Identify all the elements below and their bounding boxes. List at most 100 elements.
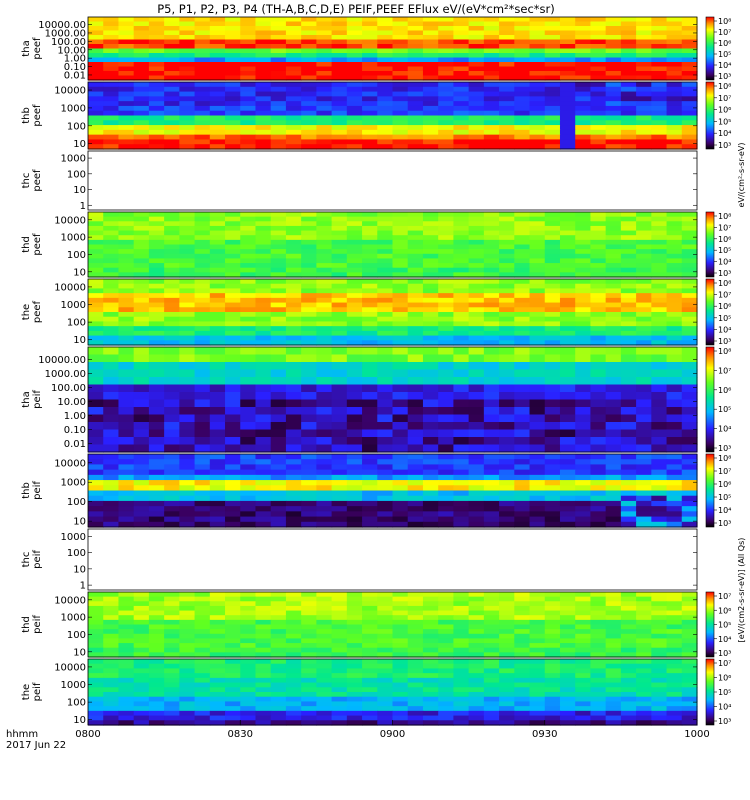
spectrogram-cell (590, 235, 607, 241)
spectrogram-cell (118, 297, 135, 304)
spectrogram-cell (392, 619, 409, 626)
spectrogram-cell (362, 619, 378, 626)
spectrogram-cell (362, 53, 378, 59)
spectrogram-cell (316, 272, 333, 278)
spectrogram-cell (194, 369, 211, 378)
spectrogram-cell (118, 687, 135, 693)
spectrogram-cell (559, 316, 576, 323)
spectrogram-cell (422, 659, 439, 665)
spectrogram-cell (483, 429, 500, 438)
spectrogram-cell (529, 511, 546, 518)
spectrogram-cell (514, 437, 531, 446)
spectrogram-cell (590, 454, 607, 460)
spectrogram-cell (453, 134, 470, 141)
spectrogram-cell (118, 500, 135, 507)
colorbar-tick-label: 10⁵ (718, 246, 731, 255)
spectrogram-cell (392, 316, 409, 323)
spectrogram-cell (681, 469, 698, 476)
spectrogram-cell (681, 652, 698, 658)
spectrogram-cell (148, 253, 165, 260)
spectrogram-cell (605, 96, 622, 102)
spectrogram-cell (270, 307, 287, 313)
spectrogram-cell (194, 521, 211, 528)
spectrogram-cell (346, 307, 363, 313)
spectrogram-cell (681, 720, 698, 726)
spectrogram-cell (164, 96, 180, 102)
spectrogram-cell (179, 244, 196, 250)
spectrogram-cell (164, 610, 180, 616)
spectrogram-cell (422, 399, 439, 408)
spectrogram-cell (422, 57, 439, 63)
spectrogram-cell (651, 221, 668, 227)
spectrogram-cell (179, 101, 196, 107)
spectrogram-cell (483, 615, 500, 621)
spectrogram-cell (666, 696, 683, 703)
colorbar-tick-label: 10⁴ (718, 61, 731, 70)
spectrogram-cell (255, 629, 272, 635)
spectrogram-cell (255, 506, 272, 512)
spectrogram-cell (194, 326, 211, 332)
spectrogram-cell (362, 66, 378, 72)
spectrogram-cell (590, 485, 607, 492)
spectrogram-cell (529, 701, 546, 707)
spectrogram-cell (529, 330, 546, 337)
spectrogram-cell (88, 134, 104, 141)
spectrogram-cell (590, 230, 607, 236)
spectrogram-cell (209, 629, 226, 635)
spectrogram-cell (194, 26, 211, 32)
spectrogram-cell (407, 91, 424, 97)
spectrogram-cell (148, 596, 165, 602)
spectrogram-cell (636, 316, 652, 323)
spectrogram-cell (620, 596, 637, 602)
colorbar-tick-label: 10⁵ (718, 314, 731, 323)
spectrogram-cell (118, 129, 135, 136)
spectrogram-cell (651, 267, 668, 273)
spectrogram-cell (285, 377, 302, 386)
spectrogram-cell (468, 82, 485, 88)
x-tick-label: 0800 (75, 729, 100, 740)
spectrogram-cell (179, 687, 196, 693)
spectrogram-cell (362, 283, 378, 290)
spectrogram-cell (362, 677, 378, 684)
spectrogram-cell (240, 326, 257, 332)
spectrogram-cell (438, 212, 454, 218)
spectrogram-cell (392, 125, 409, 131)
spectrogram-cell (620, 677, 637, 684)
spectrogram-cell (544, 454, 561, 460)
spectrogram-cell (666, 354, 683, 363)
spectrogram-cell (499, 677, 515, 684)
spectrogram-cell (453, 221, 470, 227)
spectrogram-cell (422, 601, 439, 607)
panel-tha-peif: 10⁸10⁷10⁶10⁵10⁴10³10000.001000.00100.001… (21, 346, 731, 453)
spectrogram-cell (346, 596, 363, 602)
spectrogram-cell (103, 392, 120, 401)
spectrogram-cell (514, 125, 531, 131)
spectrogram-cell (255, 30, 272, 36)
spectrogram-cell (407, 480, 424, 486)
spectrogram-cell (225, 490, 241, 497)
spectrogram-cell (392, 335, 409, 341)
spectrogram-cell (620, 212, 637, 218)
spectrogram-cell (544, 629, 561, 635)
colorbar-tick-label: 10⁵ (718, 493, 731, 502)
spectrogram-cell (301, 490, 317, 497)
spectrogram-cell (636, 115, 652, 121)
spectrogram-cell (681, 139, 698, 145)
spectrogram-cell (225, 75, 241, 81)
spectrogram-cell (544, 17, 561, 23)
spectrogram-cell (422, 216, 439, 222)
spectrogram-cell (499, 624, 515, 630)
spectrogram-cell (194, 239, 211, 246)
spectrogram-cell (103, 86, 120, 93)
spectrogram-cell (164, 340, 180, 346)
spectrogram-cell (179, 647, 196, 653)
spectrogram-cell (164, 692, 180, 698)
spectrogram-cell (559, 706, 576, 712)
spectrogram-cell (301, 629, 317, 635)
spectrogram-cell (559, 362, 576, 371)
spectrogram-cell (544, 225, 561, 232)
spectrogram-cell (331, 297, 348, 304)
spectrogram-cell (514, 82, 531, 88)
spectrogram-cell (620, 297, 637, 304)
spectrogram-cell (118, 307, 135, 313)
